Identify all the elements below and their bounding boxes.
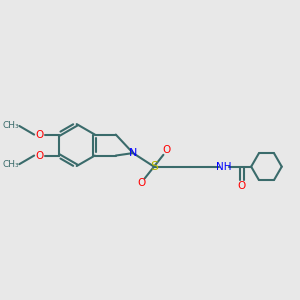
Text: S: S [150, 160, 158, 173]
Text: O: O [35, 130, 44, 140]
Text: O: O [162, 145, 170, 155]
Text: CH₃: CH₃ [2, 160, 19, 169]
Text: O: O [138, 178, 146, 188]
Text: CH₃: CH₃ [2, 122, 19, 130]
Text: O: O [35, 151, 44, 160]
Text: N: N [129, 148, 137, 158]
Text: O: O [238, 182, 246, 191]
Text: NH: NH [216, 162, 232, 172]
